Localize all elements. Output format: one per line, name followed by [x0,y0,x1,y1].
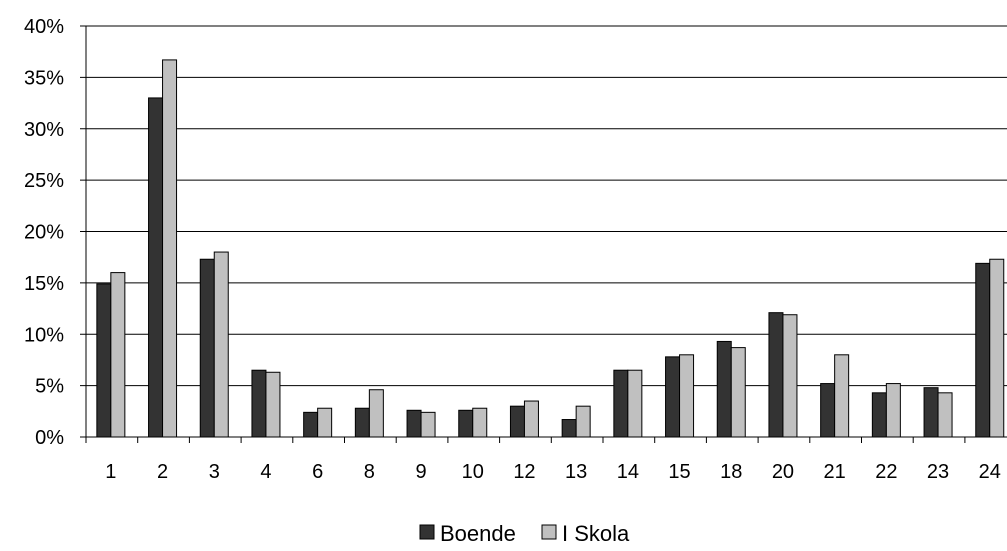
bar-boende [148,97,164,438]
bar-i-skola [834,354,850,438]
bar-i-skola [472,407,488,438]
x-tick-label: 2 [157,461,168,483]
bar-i-skola [368,389,384,438]
bar-boende [871,392,887,438]
bar-i-skola [575,405,591,438]
x-tick-label: 24 [979,461,1001,483]
bar-boende [509,405,525,438]
legend-label: I Skola [562,521,630,546]
legend-label: Boende [440,521,516,546]
bar-i-skola [627,369,643,438]
bar-i-skola [782,314,798,438]
x-tick-label: 10 [462,461,484,483]
x-tick-label: 15 [668,461,690,483]
bar-boende [251,369,267,438]
x-tick-label: 14 [617,461,639,483]
x-tick-label: 4 [260,461,271,483]
bar-i-skola [679,354,695,438]
y-tick-label: 0% [35,427,64,449]
bar-boende [820,383,836,438]
x-tick-label: 6 [312,461,323,483]
x-tick-label: 12 [513,461,535,483]
bar-boende [768,312,784,438]
x-tick-label: 8 [364,461,375,483]
bar-i-skola [110,272,126,438]
y-tick-label: 25% [24,170,64,192]
bar-i-skola [885,383,901,438]
bar-boende [561,419,577,438]
y-tick-label: 20% [24,222,64,244]
bar-boende [716,340,732,438]
bar-i-skola [213,251,229,438]
y-tick-label: 35% [24,67,64,89]
x-tick-label: 21 [824,461,846,483]
bar-boende [613,369,629,438]
x-tick-label: 1 [105,461,116,483]
y-tick-label: 5% [35,376,64,398]
x-tick-label: 22 [875,461,897,483]
y-tick-label: 15% [24,273,64,295]
bar-boende [458,409,474,438]
legend-swatch [419,524,435,540]
x-tick-label: 3 [209,461,220,483]
bar-i-skola [265,371,281,438]
bar-boende [406,409,422,438]
x-tick-label: 13 [565,461,587,483]
x-tick-label: 18 [720,461,742,483]
y-tick-label: 30% [24,119,64,141]
bar-i-skola [162,59,178,438]
y-tick-label: 10% [24,324,64,346]
x-tick-label: 9 [415,461,426,483]
bar-i-skola [523,400,539,438]
bar-boende [199,258,215,438]
y-tick-label: 40% [24,16,64,38]
bar-boende [665,356,681,438]
bar-boende [975,262,991,438]
legend-swatch [541,524,557,540]
bar-boende [923,387,939,438]
bar-i-skola [937,392,953,438]
x-tick-label: 20 [772,461,794,483]
bar-i-skola [420,411,436,438]
bar-boende [303,411,319,438]
bar-i-skola [317,407,333,438]
x-tick-label: 23 [927,461,949,483]
bar-i-skola [730,347,746,438]
bar-boende [354,407,370,438]
bar-i-skola [989,258,1005,438]
bar-boende [96,283,112,438]
